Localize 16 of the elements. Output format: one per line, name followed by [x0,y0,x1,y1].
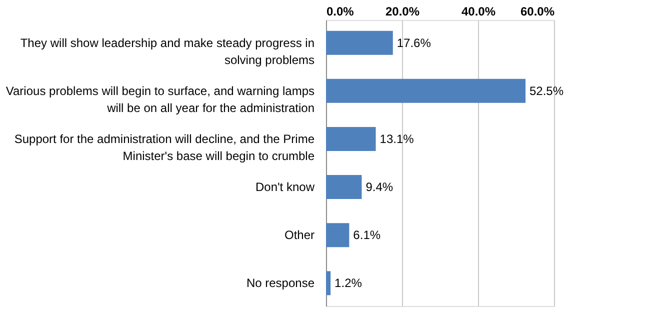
data-label: 13.1% [380,132,414,146]
data-label: 52.5% [530,84,564,98]
y-tick-label: Various problems will begin to surface, and warning lamps will be on all year for the administration [6,84,314,115]
y-tick-label: Other [284,228,314,242]
x-tick-label: 40.0% [461,4,496,18]
data-label: 9.4% [366,180,394,194]
data-label: 17.6% [396,36,432,50]
data-label: 6.1% [353,228,381,242]
x-tick-label: 0.0% [326,4,354,18]
x-tick-label: 20.0% [385,4,420,18]
y-tick-label: No response [246,276,315,290]
y-tick-label: They will show leadership and make steady progress in solving problems [20,36,314,67]
data-label: 1.2% [334,276,362,290]
x-tick-label: 60.0% [520,4,555,18]
y-tick-label: Don't know [256,180,315,194]
y-tick-label: Support for the administration will decline, and the Prime Minister's base will begin to crumble [14,132,315,163]
